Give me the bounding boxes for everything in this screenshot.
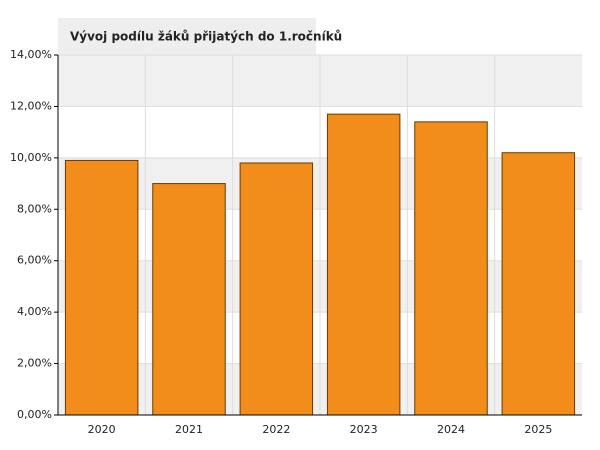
bar: [501, 152, 576, 416]
y-tick-label: 14,00%: [10, 48, 52, 61]
title-box: [58, 18, 316, 55]
x-tick-label: 2025: [524, 423, 552, 436]
y-tick-label: 2,00%: [17, 357, 52, 370]
chart-title: Vývoj podílu žáků přijatých do 1.ročníků: [70, 30, 342, 44]
bar: [326, 113, 401, 416]
x-tick-label: 2021: [175, 423, 203, 436]
bar: [239, 162, 314, 416]
y-tick-label: 4,00%: [17, 305, 52, 318]
y-tick-label: 12,00%: [10, 99, 52, 112]
x-tick-label: 2022: [262, 423, 290, 436]
y-tick-label: 0,00%: [17, 408, 52, 421]
x-tick-label: 2020: [88, 423, 116, 436]
bar: [152, 183, 226, 416]
y-tick-label: 8,00%: [17, 202, 52, 215]
y-tick-label: 6,00%: [17, 254, 52, 267]
x-tick-label: 2023: [350, 423, 378, 436]
bar: [64, 159, 139, 416]
bar: [414, 121, 488, 416]
y-tick-label: 10,00%: [10, 151, 52, 164]
x-tick-label: 2024: [437, 423, 465, 436]
